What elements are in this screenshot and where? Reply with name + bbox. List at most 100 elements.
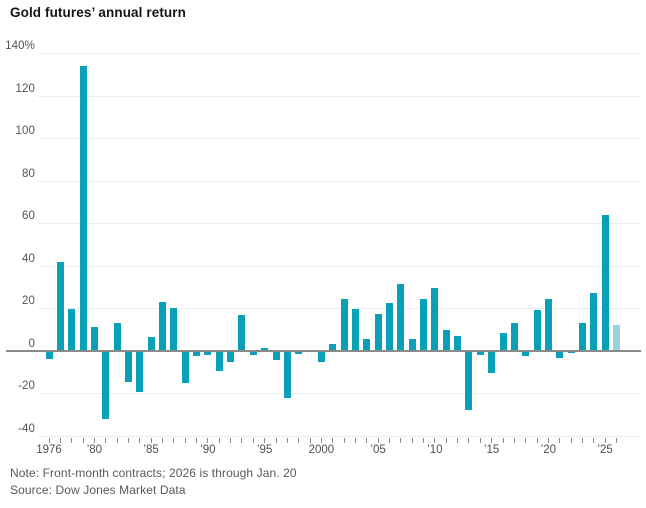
- x-tick-2016: [502, 438, 504, 443]
- gridline-100: [38, 138, 641, 140]
- x-tick-1990: [207, 438, 209, 443]
- x-tick-1996: [275, 438, 277, 443]
- y-axis-label-100: 100: [15, 125, 35, 138]
- bar-2002: [340, 298, 348, 351]
- x-tick-1978: [71, 438, 73, 443]
- bar-2000: [317, 350, 325, 363]
- bar-2012: [454, 335, 462, 351]
- bar-2023: [578, 323, 586, 351]
- bar-1979: [79, 66, 87, 351]
- x-axis-label-2025: ’25: [597, 444, 613, 456]
- x-tick-1994: [252, 438, 254, 443]
- bar-1982: [113, 323, 121, 351]
- x-tick-2007: [400, 438, 402, 443]
- bar-2013: [465, 350, 473, 411]
- x-tick-2018: [525, 438, 527, 443]
- bar-2018: [522, 350, 530, 357]
- x-tick-1981: [105, 438, 107, 443]
- x-tick-2021: [559, 438, 561, 443]
- gridline-40: [38, 265, 641, 267]
- bar-1987: [170, 308, 178, 351]
- x-axis-label-2005: ’05: [370, 444, 386, 456]
- bar-2021: [556, 350, 564, 359]
- x-tick-2019: [536, 438, 538, 443]
- x-tick-1997: [286, 438, 288, 443]
- x-tick-1984: [139, 438, 141, 443]
- bar-1980: [90, 327, 98, 351]
- bar-2008: [408, 339, 416, 351]
- x-tick-2014: [479, 438, 481, 443]
- bar-2026: [613, 325, 620, 351]
- y-axis-label-0: 0: [28, 337, 35, 350]
- bar-2019: [533, 310, 541, 351]
- gridline-60: [38, 223, 641, 225]
- x-tick-1983: [127, 438, 129, 443]
- bar-1985: [147, 337, 155, 351]
- x-tick-2008: [411, 438, 413, 443]
- bar-2022: [567, 350, 575, 353]
- gridline--40: [38, 435, 641, 437]
- gridline-120: [38, 95, 641, 97]
- gridline-80: [38, 180, 641, 182]
- bar-1993: [238, 314, 246, 351]
- y-axis-label-60: 60: [22, 210, 35, 223]
- x-tick-1999: [309, 438, 311, 443]
- x-tick-2015: [491, 438, 493, 443]
- x-axis-label-2010: ’10: [427, 444, 443, 456]
- x-tick-1979: [82, 438, 84, 443]
- y-axis-label-140: 140%: [5, 40, 35, 53]
- x-tick-1991: [218, 438, 220, 443]
- x-tick-1982: [116, 438, 118, 443]
- y-axis-label-40: 40: [22, 252, 35, 265]
- bar-2025: [601, 214, 609, 351]
- x-tick-2001: [332, 438, 334, 443]
- bar-2001: [329, 344, 337, 351]
- x-tick-2026: [616, 438, 617, 443]
- x-tick-1992: [230, 438, 232, 443]
- bar-2014: [476, 350, 484, 356]
- x-tick-2017: [513, 438, 515, 443]
- x-axis-label-1980: ’80: [86, 444, 103, 456]
- y-axis-label-20: 20: [22, 295, 35, 308]
- bar-2004: [363, 339, 371, 351]
- x-tick-1998: [298, 438, 300, 443]
- bar-1996: [272, 350, 280, 361]
- x-tick-1989: [196, 438, 197, 443]
- bar-1992: [227, 350, 235, 363]
- x-tick-1986: [162, 438, 163, 443]
- gridline--20: [38, 393, 641, 395]
- x-axis-label-2020: ’20: [540, 444, 557, 456]
- x-tick-2009: [423, 438, 425, 443]
- bar-1997: [283, 350, 291, 398]
- x-tick-2000: [320, 438, 322, 443]
- bar-1998: [295, 350, 303, 354]
- bar-1984: [136, 350, 144, 393]
- bar-1983: [124, 350, 132, 382]
- y-axis-label-120: 120: [15, 82, 35, 95]
- bar-1977: [56, 261, 64, 351]
- x-tick-2011: [445, 438, 447, 443]
- x-tick-1977: [59, 438, 61, 443]
- bar-1994: [249, 350, 257, 356]
- x-tick-1993: [241, 438, 243, 443]
- x-tick-2003: [354, 438, 356, 443]
- y-axis-label-80: 80: [22, 167, 35, 180]
- x-axis-label-1976: 1976: [36, 444, 62, 456]
- bar-2009: [420, 298, 428, 351]
- bar-1990: [204, 350, 212, 356]
- bar-2005: [374, 313, 382, 351]
- bar-1988: [181, 350, 189, 383]
- x-tick-2022: [570, 438, 572, 443]
- x-tick-2013: [468, 438, 470, 443]
- bar-2015: [488, 350, 496, 374]
- x-tick-1976: [48, 438, 50, 443]
- bar-2011: [442, 329, 450, 351]
- x-axis-label-2000: 2000: [308, 444, 335, 456]
- x-axis-label-2015: ’15: [483, 444, 500, 456]
- x-tick-2005: [377, 438, 379, 443]
- bar-2007: [397, 283, 405, 351]
- bar-1978: [68, 309, 76, 351]
- x-axis-label-1990: ’90: [200, 444, 216, 456]
- bar-2017: [510, 323, 518, 351]
- x-tick-1988: [184, 438, 186, 443]
